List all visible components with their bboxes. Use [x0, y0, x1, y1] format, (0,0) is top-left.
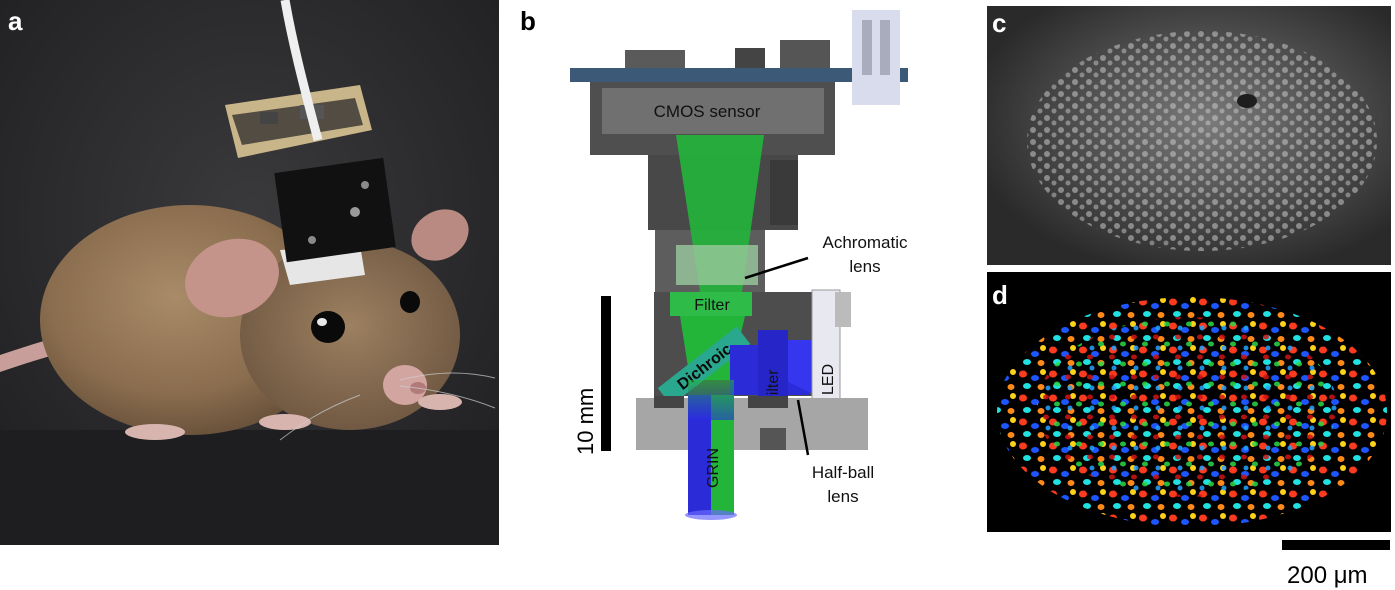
grin-label: GRIN — [705, 448, 722, 488]
filter-top-label: Filter — [694, 297, 730, 314]
scale-bar-um — [1282, 540, 1390, 550]
cmos-label: CMOS sensor — [654, 102, 761, 121]
achromatic-label-1: Achromatic — [822, 233, 908, 252]
segmented-cells-map — [987, 272, 1391, 532]
filter-side-label: Filter — [765, 369, 782, 405]
panel-label-c: c — [992, 8, 1007, 38]
microscope-diagram: CMOS sensor Filter Dichroic Filter LED G… — [570, 10, 908, 520]
scale-um-label: 200 μm — [1287, 562, 1368, 589]
panel-label-d: d — [992, 280, 1008, 310]
scale-bar-mm — [601, 296, 611, 451]
fluorescence-image — [987, 6, 1391, 265]
halfball-label-1: Half-ball — [812, 463, 874, 482]
scale-mm-label: 10 mm — [573, 388, 598, 455]
led-label: LED — [820, 364, 837, 395]
halfball-label-2: lens — [827, 487, 858, 506]
panel-label-a: a — [8, 6, 23, 36]
panel-label-b: b — [520, 6, 536, 36]
mouse-photo — [0, 0, 499, 545]
achromatic-label-2: lens — [849, 257, 880, 276]
